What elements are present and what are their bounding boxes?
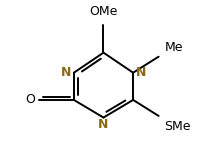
Text: SMe: SMe xyxy=(163,120,189,133)
Text: N: N xyxy=(135,66,146,79)
Text: N: N xyxy=(98,118,108,131)
Text: Me: Me xyxy=(164,41,182,54)
Text: N: N xyxy=(60,66,71,79)
Text: O: O xyxy=(25,93,35,106)
Text: OMe: OMe xyxy=(89,5,117,18)
